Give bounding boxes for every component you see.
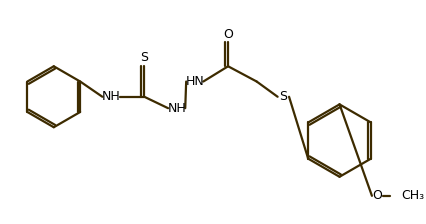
Text: NH: NH	[167, 102, 186, 115]
Text: NH: NH	[101, 90, 120, 103]
Text: CH₃: CH₃	[401, 189, 425, 202]
Text: S: S	[140, 51, 148, 64]
Text: HN: HN	[185, 75, 204, 88]
Text: S: S	[279, 90, 288, 103]
Text: O: O	[223, 28, 233, 41]
Text: O: O	[373, 189, 383, 202]
